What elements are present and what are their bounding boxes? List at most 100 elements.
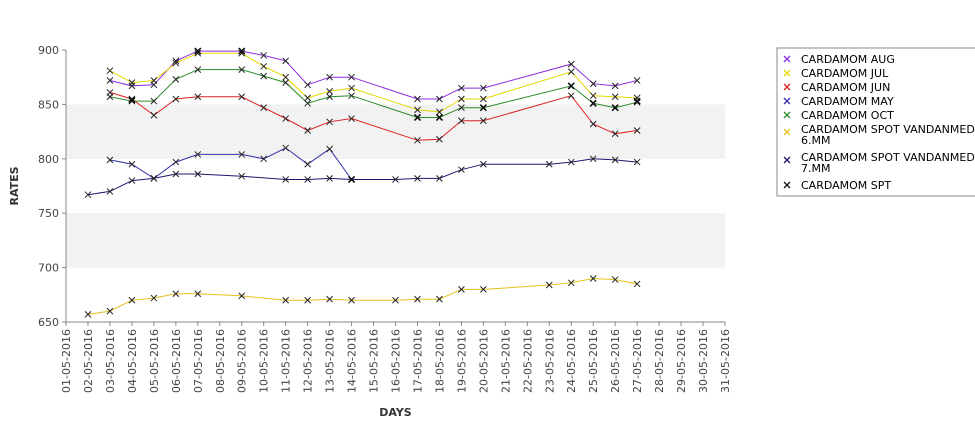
data-point (480, 286, 487, 293)
data-point (84, 311, 92, 318)
x-tick-label: 05-05-2016 (148, 329, 161, 393)
data-point (480, 84, 487, 92)
data-point (348, 73, 355, 81)
data-point (128, 296, 136, 304)
data-point (567, 92, 575, 100)
legend-label: CARDAMOM JUL (801, 67, 889, 80)
data-point (194, 93, 202, 101)
data-point (194, 290, 202, 298)
data-point (194, 170, 202, 178)
y-axis-ticks: 650 700 750 800 850 900 (38, 44, 66, 329)
data-point (611, 276, 619, 283)
data-point (238, 66, 246, 73)
data-point (172, 290, 180, 298)
x-tick-label: 12-05-2016 (302, 329, 315, 393)
data-point (633, 127, 641, 134)
data-point (238, 49, 246, 57)
x-tick-label: 18-05-2016 (433, 329, 446, 393)
data-point (194, 66, 202, 73)
data-point (414, 106, 421, 114)
data-point (260, 155, 268, 163)
x-tick-label: 01-05-2016 (60, 329, 73, 393)
data-point (479, 104, 487, 112)
x-tick-label: 09-05-2016 (236, 329, 249, 393)
data-point (106, 93, 114, 101)
x-tick-label: 27-05-2016 (631, 329, 644, 393)
data-point (326, 295, 333, 303)
legend-marker (783, 181, 791, 189)
data-point (414, 95, 421, 103)
data-point (633, 77, 641, 84)
data-point (458, 286, 465, 293)
data-point (633, 97, 641, 105)
x-tick-label: 22-05-2016 (521, 329, 534, 393)
data-point (458, 166, 465, 174)
legend-label: CARDAMOM MAY (801, 95, 894, 108)
data-point (304, 176, 311, 183)
data-point (172, 170, 180, 178)
data-point (238, 292, 246, 300)
y-tick-label: 850 (38, 98, 59, 111)
data-point (480, 95, 487, 103)
data-point (282, 73, 290, 81)
x-tick-label: 16-05-2016 (390, 329, 403, 393)
data-point (348, 115, 355, 122)
data-point (633, 280, 641, 288)
data-point (260, 104, 268, 112)
x-tick-label: 24-05-2016 (565, 329, 578, 393)
data-point (150, 111, 158, 119)
data-point (392, 296, 399, 304)
x-tick-label: 02-05-2016 (82, 329, 95, 393)
data-point (480, 117, 487, 125)
x-tick-label: 07-05-2016 (192, 329, 205, 393)
legend-label: CARDAMOM SPOT VANDANMEDU (801, 151, 975, 164)
data-point (567, 158, 575, 166)
data-point (128, 177, 136, 184)
data-point (128, 82, 136, 90)
x-tick-label: 19-05-2016 (455, 329, 468, 393)
data-point (326, 87, 333, 95)
x-tick-label: 08-05-2016 (214, 329, 227, 393)
data-point (436, 175, 443, 182)
data-point (260, 72, 268, 80)
data-point (567, 68, 575, 76)
plot-band (66, 104, 725, 159)
y-axis-title: RATES (8, 166, 21, 205)
data-point (238, 151, 246, 158)
x-tick-label: 25-05-2016 (587, 329, 600, 393)
data-point (194, 151, 202, 158)
data-point (436, 108, 443, 116)
data-point (436, 95, 443, 103)
series-lines (87, 50, 638, 315)
plot-bands (66, 104, 725, 268)
x-tick-label: 03-05-2016 (104, 329, 117, 393)
x-tick-label: 11-05-2016 (280, 329, 293, 393)
legend-marker (783, 69, 791, 77)
data-point (172, 76, 180, 83)
data-point (282, 115, 290, 122)
data-point (106, 156, 114, 164)
x-tick-label: 10-05-2016 (258, 329, 271, 393)
data-point (260, 52, 268, 59)
data-point (589, 275, 597, 282)
legend-label: CARDAMOM OCT (801, 109, 894, 122)
data-point (567, 60, 575, 68)
series-line (87, 158, 638, 196)
data-point (282, 57, 290, 65)
data-point (172, 59, 180, 67)
legend-marker (783, 111, 791, 119)
data-point (128, 79, 136, 86)
data-point (260, 62, 268, 70)
data-point (128, 96, 136, 104)
legend-label: CARDAMOM JUN (801, 81, 890, 94)
series-line (109, 50, 638, 100)
data-point (567, 82, 575, 90)
data-point (589, 155, 597, 163)
data-point (633, 158, 641, 166)
data-point (326, 73, 333, 81)
data-point (436, 295, 443, 303)
data-point (326, 93, 333, 101)
data-point (414, 295, 421, 303)
